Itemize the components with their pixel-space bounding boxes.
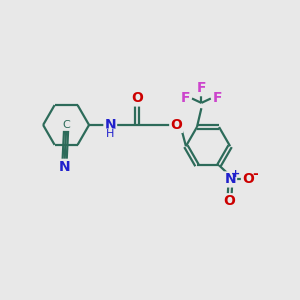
Text: O: O	[170, 118, 182, 132]
Text: F: F	[181, 92, 190, 106]
Text: -: -	[252, 167, 258, 181]
Text: N: N	[59, 160, 70, 174]
Text: H: H	[106, 129, 114, 140]
Text: O: O	[242, 172, 254, 186]
Text: O: O	[224, 194, 236, 208]
Text: N: N	[104, 118, 116, 132]
Text: N: N	[224, 172, 236, 186]
Text: O: O	[131, 92, 143, 106]
Text: +: +	[231, 169, 240, 178]
Text: C: C	[62, 120, 70, 130]
Text: F: F	[212, 92, 222, 106]
Text: F: F	[196, 81, 206, 95]
